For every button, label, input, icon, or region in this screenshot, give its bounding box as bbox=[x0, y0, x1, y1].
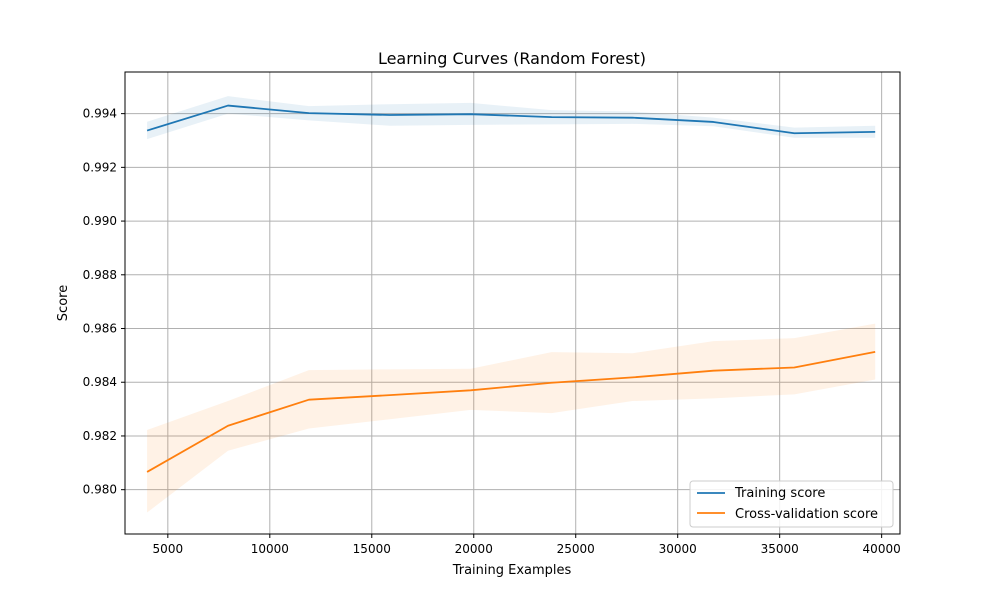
line-series-0 bbox=[146, 104, 876, 135]
x-tick-label: 20000 bbox=[455, 542, 493, 556]
y-axis-ticks: 0.980 0.982 0.984 0.986 0.988 0.990 0.992 0.994 bbox=[83, 107, 125, 497]
x-axis-ticks: 5000 10000 15000 20000 25000 30000 35000 40000 bbox=[153, 534, 901, 556]
line-series-1 bbox=[146, 351, 876, 473]
band-series-0 bbox=[147, 96, 876, 140]
x-tick-label: 40000 bbox=[863, 542, 901, 556]
y-tick-label: 0.988 bbox=[83, 268, 117, 282]
series-lines bbox=[146, 104, 876, 473]
band-series-1 bbox=[147, 323, 876, 513]
y-tick-label: 0.980 bbox=[83, 483, 117, 497]
x-axis-label: Training Examples bbox=[452, 563, 572, 578]
x-tick-label: 10000 bbox=[251, 542, 289, 556]
legend: Training score Cross-validation score bbox=[689, 480, 894, 528]
y-tick-label: 0.994 bbox=[83, 107, 117, 121]
y-tick-label: 0.986 bbox=[83, 322, 117, 336]
x-tick-label: 5000 bbox=[153, 542, 184, 556]
grid bbox=[125, 72, 900, 534]
y-tick-label: 0.984 bbox=[83, 375, 117, 389]
y-axis-label: Score bbox=[56, 285, 71, 321]
legend-box bbox=[689, 480, 894, 528]
legend-label-cv: Cross-validation score bbox=[735, 507, 878, 522]
y-tick-label: 0.982 bbox=[83, 429, 117, 443]
x-tick-label: 30000 bbox=[659, 542, 697, 556]
x-tick-label: 25000 bbox=[557, 542, 595, 556]
chart-title: Learning Curves (Random Forest) bbox=[378, 49, 646, 68]
x-tick-label: 15000 bbox=[353, 542, 391, 556]
x-tick-label: 35000 bbox=[761, 542, 799, 556]
y-tick-label: 0.990 bbox=[83, 214, 117, 228]
y-tick-label: 0.992 bbox=[83, 160, 117, 174]
legend-label-training: Training score bbox=[734, 486, 825, 501]
confidence-bands bbox=[147, 96, 876, 513]
plot-area-frame bbox=[124, 71, 901, 535]
